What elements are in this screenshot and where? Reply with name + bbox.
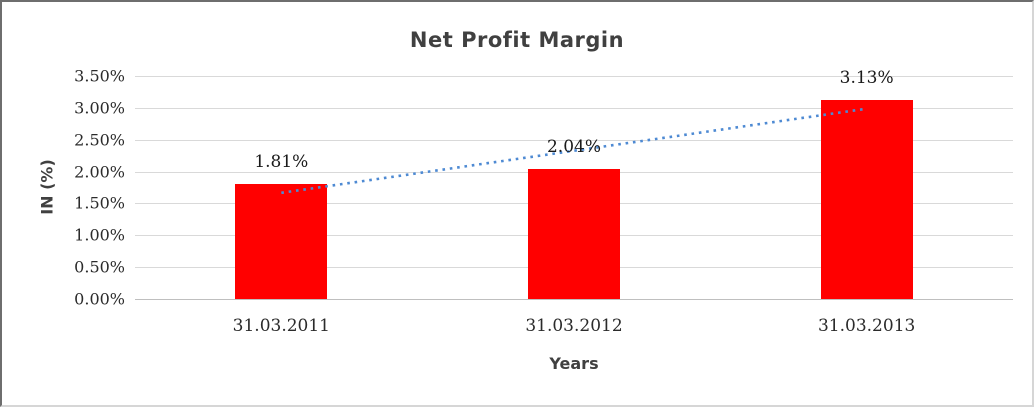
gridline <box>135 140 1013 141</box>
gridline <box>135 76 1013 77</box>
y-tick-label: 0.00% <box>74 289 125 309</box>
chart-title: Net Profit Margin <box>409 28 625 52</box>
plot-area: 1.81% 2.04% 3.13% <box>135 68 1013 300</box>
y-tick-label: 1.00% <box>74 225 125 245</box>
bar <box>821 100 913 299</box>
bar-value-label: 2.04% <box>546 137 602 157</box>
y-tick-label: 3.50% <box>74 66 125 86</box>
y-tick-label: 1.50% <box>74 193 125 213</box>
x-tick-label: 31.03.2012 <box>525 316 623 336</box>
trendline-stroke <box>281 107 867 195</box>
bar <box>235 184 327 299</box>
y-tick-label: 3.00% <box>74 98 125 118</box>
y-tick-label: 0.50% <box>74 257 125 277</box>
bar-value-label: 1.81% <box>254 152 309 172</box>
y-tick-label: 2.00% <box>74 162 125 182</box>
y-tick-label: 2.50% <box>74 130 125 150</box>
linear-trendline <box>281 107 867 195</box>
x-axis-title: Years <box>549 354 599 373</box>
bar-value-label: 3.13% <box>839 68 894 88</box>
x-tick-label: 31.03.2013 <box>817 316 916 336</box>
x-tick-label: 31.03.2011 <box>232 316 330 336</box>
gridline <box>135 108 1013 109</box>
bar <box>528 169 620 299</box>
